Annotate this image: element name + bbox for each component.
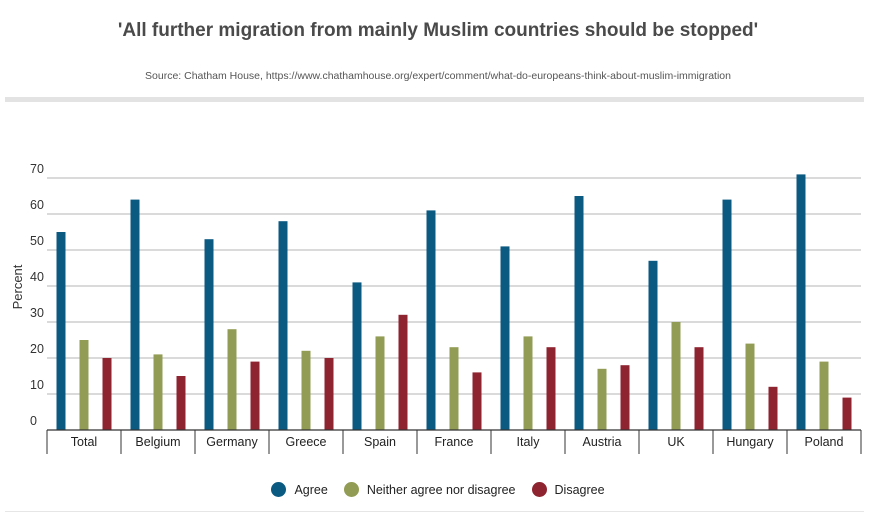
footer-divider — [5, 511, 864, 512]
legend-swatch — [531, 482, 547, 497]
legend-label: Disagree — [554, 482, 605, 497]
bar-neither-agree-nor-disagree-italy — [523, 336, 533, 430]
bar-neither-agree-nor-disagree-austria — [597, 368, 607, 430]
legend-label: Neither agree nor disagree — [366, 482, 516, 497]
x-tick-label: France — [435, 435, 474, 449]
x-tick-label: Italy — [517, 435, 541, 449]
bar-disagree-belgium — [176, 376, 186, 430]
bar-neither-agree-nor-disagree-total — [79, 340, 89, 430]
x-tick-label: Total — [71, 435, 97, 449]
x-tick-label: Hungary — [726, 435, 774, 449]
x-tick-label: Germany — [206, 435, 258, 449]
x-tick-label: UK — [667, 435, 685, 449]
chart-title: 'All further migration from mainly Musli… — [117, 20, 759, 41]
x-tick-label: Spain — [364, 435, 396, 449]
legend-item: Neither agree nor disagree — [343, 482, 516, 497]
bar-agree-poland — [796, 174, 806, 430]
bar-neither-agree-nor-disagree-uk — [671, 322, 681, 430]
bar-disagree-germany — [250, 361, 260, 430]
y-tick-label: 40 — [30, 270, 44, 284]
bar-disagree-greece — [324, 358, 334, 430]
y-tick-label: 10 — [30, 378, 44, 392]
legend-swatch — [343, 482, 359, 497]
bar-neither-agree-nor-disagree-greece — [301, 350, 311, 430]
bar-agree-germany — [204, 239, 214, 430]
bar-neither-agree-nor-disagree-belgium — [153, 354, 163, 430]
x-axis: Total Belgium Germany Greece Spain France Ital… — [46, 429, 862, 454]
bar-agree-spain — [352, 282, 362, 430]
x-tick-label: Austria — [583, 435, 622, 449]
y-tick-label: 30 — [30, 306, 44, 320]
bar-neither-agree-nor-disagree-france — [449, 347, 459, 430]
bar-disagree-poland — [842, 397, 852, 430]
bar-agree-austria — [574, 196, 584, 430]
bar-agree-greece — [278, 221, 288, 430]
bar-disagree-uk — [694, 347, 704, 430]
bar-disagree-hungary — [768, 386, 778, 430]
bar-neither-agree-nor-disagree-germany — [227, 329, 237, 430]
legend-item: Disagree — [531, 482, 605, 497]
y-tick-label: 60 — [30, 198, 44, 212]
x-tick-label: Poland — [805, 435, 844, 449]
bar-disagree-italy — [546, 347, 556, 430]
header-divider — [5, 97, 864, 102]
legend-label: Agree — [294, 482, 328, 497]
y-tick-label: 20 — [30, 342, 44, 356]
bar-disagree-france — [472, 372, 482, 430]
bar-disagree-spain — [398, 314, 408, 430]
bar-disagree-austria — [620, 365, 630, 430]
bar-agree-france — [426, 210, 436, 430]
chart-source: Source: Chatham House, https://www.chath… — [145, 70, 731, 82]
y-tick-label: 0 — [30, 414, 37, 428]
bar-agree-total — [56, 232, 66, 430]
y-axis-label: Percent — [10, 264, 25, 309]
legend-item: Agree — [271, 482, 328, 497]
bar-disagree-total — [102, 358, 112, 430]
x-tick-label: Greece — [286, 435, 327, 449]
bar-neither-agree-nor-disagree-spain — [375, 336, 385, 430]
bars — [56, 174, 852, 430]
y-tick-label: 50 — [30, 234, 44, 248]
bar-agree-uk — [648, 260, 658, 430]
bar-neither-agree-nor-disagree-poland — [819, 361, 829, 430]
bar-agree-hungary — [722, 199, 732, 430]
y-tick-labels: 0 10 20 30 40 50 60 70 — [30, 162, 44, 428]
chart-legend: Agree Neither agree nor disagree Disagree — [0, 482, 876, 497]
bar-agree-belgium — [130, 199, 140, 430]
bar-agree-italy — [500, 246, 510, 430]
y-tick-label: 70 — [30, 162, 44, 176]
x-tick-label: Belgium — [135, 435, 180, 449]
legend-swatch — [271, 482, 287, 497]
bar-neither-agree-nor-disagree-hungary — [745, 343, 755, 430]
